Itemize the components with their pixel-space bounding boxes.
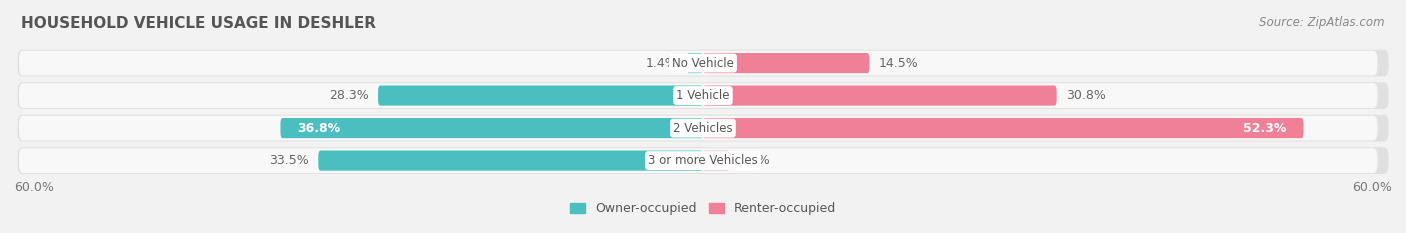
FancyBboxPatch shape — [703, 151, 730, 171]
FancyBboxPatch shape — [17, 82, 1389, 109]
Text: 36.8%: 36.8% — [298, 122, 340, 135]
FancyBboxPatch shape — [703, 53, 869, 73]
Text: HOUSEHOLD VEHICLE USAGE IN DESHLER: HOUSEHOLD VEHICLE USAGE IN DESHLER — [21, 16, 375, 31]
FancyBboxPatch shape — [17, 147, 1389, 174]
FancyBboxPatch shape — [18, 116, 1378, 140]
FancyBboxPatch shape — [18, 83, 1378, 108]
Text: 30.8%: 30.8% — [1066, 89, 1105, 102]
Text: 52.3%: 52.3% — [1243, 122, 1286, 135]
Text: 2.3%: 2.3% — [738, 154, 770, 167]
FancyBboxPatch shape — [18, 51, 1378, 75]
FancyBboxPatch shape — [280, 118, 703, 138]
Text: 1 Vehicle: 1 Vehicle — [676, 89, 730, 102]
Text: 2 Vehicles: 2 Vehicles — [673, 122, 733, 135]
Text: 33.5%: 33.5% — [270, 154, 309, 167]
Text: Source: ZipAtlas.com: Source: ZipAtlas.com — [1260, 16, 1385, 29]
Text: 3 or more Vehicles: 3 or more Vehicles — [648, 154, 758, 167]
Text: No Vehicle: No Vehicle — [672, 57, 734, 70]
FancyBboxPatch shape — [688, 53, 703, 73]
Text: 1.4%: 1.4% — [645, 57, 678, 70]
FancyBboxPatch shape — [17, 50, 1389, 76]
FancyBboxPatch shape — [703, 118, 1303, 138]
Text: 60.0%: 60.0% — [1353, 181, 1392, 194]
FancyBboxPatch shape — [18, 148, 1378, 173]
FancyBboxPatch shape — [17, 115, 1389, 141]
Legend: Owner-occupied, Renter-occupied: Owner-occupied, Renter-occupied — [565, 197, 841, 220]
Text: 60.0%: 60.0% — [14, 181, 53, 194]
FancyBboxPatch shape — [703, 86, 1057, 106]
FancyBboxPatch shape — [378, 86, 703, 106]
FancyBboxPatch shape — [318, 151, 703, 171]
Text: 28.3%: 28.3% — [329, 89, 368, 102]
Text: 14.5%: 14.5% — [879, 57, 918, 70]
